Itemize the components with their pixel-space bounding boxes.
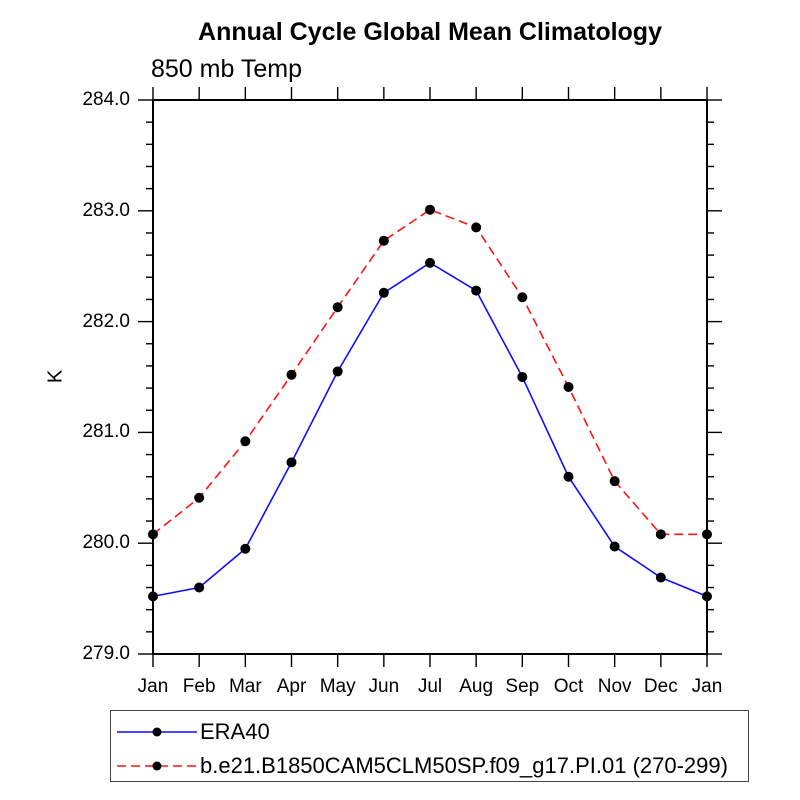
data-point [609,541,620,552]
data-point [517,372,528,382]
legend-marker [152,727,162,737]
x-tick-label: Jul [417,676,443,697]
data-point [425,257,435,268]
legend-line-sample-dashed [117,761,197,771]
series-line-0 [152,261,708,598]
x-tick-label: Jan [691,676,723,697]
data-point [702,529,712,540]
x-tick-label: Nov [597,676,632,697]
legend-label: ERA40 [200,719,270,744]
y-tick-label: 279.0 [82,643,130,664]
legend-line-sample-solid [117,727,197,737]
x-tick-label: Jun [368,676,400,697]
data-point [240,543,251,554]
data-point [517,292,528,303]
data-point [702,591,712,602]
data-point [563,471,574,482]
data-point [655,529,666,540]
y-tick-label: 282.0 [82,310,130,332]
data-point [286,369,297,380]
data-point [286,457,297,468]
y-tick-label: 283.0 [82,199,130,221]
x-tick-label: May [319,676,356,697]
x-tick-label: Dec [643,676,678,697]
y-tick-label: 281.0 [82,421,130,443]
data-point [194,492,205,503]
legend-label: b.e21.B1850CAM5CLM50SP.f09_g17.PI.01 (27… [200,753,728,778]
x-tick-label: Feb [182,676,216,697]
y-tick-label: 284.0 [82,89,130,110]
data-point [194,582,205,593]
x-tick-label: Oct [553,676,584,697]
data-point [378,235,389,246]
data-point [332,302,343,313]
data-point [655,572,666,583]
x-tick-label: Apr [276,676,307,697]
legend-box: ERA40 b.e21.B1850CAM5CLM50SP.f09_g17.PI.… [110,710,749,782]
y-tick-label: 280.0 [82,532,130,554]
data-point [563,381,574,392]
x-tick-label: Aug [459,676,494,697]
data-point [378,287,389,298]
legend-marker [152,761,162,771]
data-point [332,366,343,377]
data-point [240,436,251,447]
x-tick-label: Sep [505,676,540,697]
data-point [471,285,482,296]
legend-item-model: b.e21.B1850CAM5CLM50SP.f09_g17.PI.01 (27… [117,752,728,780]
data-point [425,204,435,215]
x-tick-label: Jan [137,676,169,697]
chart-subtitle: 850 mb Temp [151,55,303,83]
data-point [609,476,620,487]
data-point [148,529,158,540]
axis-frame [152,99,708,655]
chart-title: Annual Cycle Global Mean Climatology [198,18,662,46]
x-tick-label: Mar [228,676,262,697]
data-point [148,591,158,602]
legend-item-era40: ERA40 [117,718,270,746]
data-point [471,222,482,233]
